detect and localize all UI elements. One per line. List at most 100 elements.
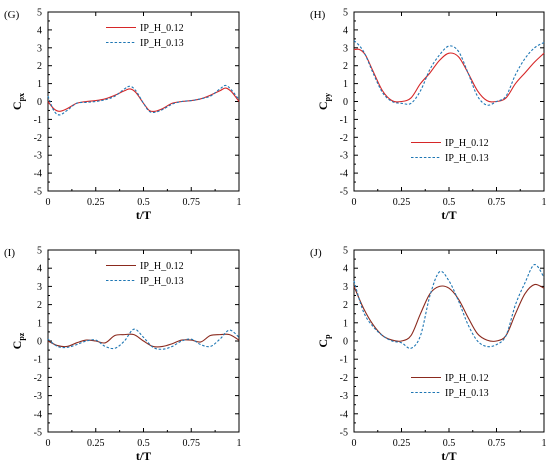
- y-tick-label: 0: [343, 337, 348, 348]
- y-axis-label-sub: px: [17, 93, 26, 101]
- y-axis-label-main: C: [10, 101, 24, 110]
- series-line-0: [47, 87, 240, 113]
- x-tick-label: 0: [46, 197, 51, 208]
- series-line-1: [353, 264, 545, 349]
- legend-label-0: IP_H_0.12: [445, 138, 489, 149]
- x-tick-label: 0.75: [488, 438, 506, 449]
- y-axis-label-main: C: [316, 339, 330, 348]
- y-axis-label-sub: pz: [17, 332, 26, 340]
- y-axis-label: Cpx: [10, 93, 26, 110]
- x-tick-label: 1: [542, 197, 547, 208]
- x-tick-label: 0.5: [443, 197, 456, 208]
- series-line-1: [47, 84, 240, 116]
- y-tick-label: -5: [340, 187, 348, 198]
- y-axis-label-main: C: [316, 101, 330, 110]
- x-tick-label: 0: [352, 438, 357, 449]
- plot-frame: [353, 11, 545, 192]
- y-tick-label: 5: [37, 8, 42, 19]
- y-tick-label: -5: [34, 187, 42, 198]
- y-tick-label: -4: [34, 169, 42, 180]
- y-tick-label: 4: [343, 264, 348, 275]
- y-tick-label: 0: [37, 337, 42, 348]
- y-tick-label: 3: [343, 43, 348, 54]
- y-tick-label: -2: [340, 373, 348, 384]
- chart-panel-1: (H) -5 -4 -3 -2 -1 0 1 2 3 4 5 0 0.25 0.5 0.75 1 t/T Cpy IP…: [310, 8, 547, 223]
- y-tick-label: -1: [340, 355, 348, 366]
- y-tick-label: 3: [343, 282, 348, 293]
- x-tick-label: 0.75: [183, 438, 201, 449]
- y-tick-label: -3: [340, 151, 348, 162]
- y-tick-label: 2: [37, 300, 42, 311]
- y-tick-label: 1: [343, 79, 348, 90]
- x-tick-label: 0.75: [488, 197, 506, 208]
- x-tick-label: 0.5: [137, 197, 150, 208]
- y-tick-label: -2: [340, 133, 348, 144]
- x-tick-label: 0.25: [393, 197, 411, 208]
- panel-label: (H): [310, 9, 326, 21]
- x-tick-label: 0.25: [87, 438, 105, 449]
- chart-panel-2: (I) -5 -4 -3 -2 -1 0 1 2 3 4 5 0 0.25 0.5 0.75 1 t/T Cpz IP…: [4, 246, 242, 464]
- y-tick-label: 5: [343, 8, 348, 19]
- y-tick-label: -5: [34, 428, 42, 439]
- y-tick-label: -2: [34, 373, 42, 384]
- series-line-0: [353, 283, 545, 342]
- y-tick-label: -3: [34, 391, 42, 402]
- y-tick-label: -5: [340, 428, 348, 439]
- chart-panel-3: (J) -5 -4 -3 -2 -1 0 1 2 3 4 5 0 0.25 0.5 0.75 1 t/T Cp IP_…: [310, 246, 547, 464]
- plot-frame: [353, 249, 545, 433]
- y-tick-label: -3: [340, 391, 348, 402]
- x-tick-label: 0.25: [87, 197, 105, 208]
- legend-label-0: IP_H_0.12: [140, 261, 184, 272]
- series-line-1: [47, 328, 240, 350]
- legend-label-1: IP_H_0.13: [140, 276, 184, 287]
- x-axis-label: t/T: [136, 208, 151, 222]
- x-tick-label: 1: [542, 438, 547, 449]
- y-axis-label-sub: p: [323, 334, 332, 339]
- y-tick-label: -4: [34, 409, 42, 420]
- y-tick-label: 5: [37, 246, 42, 257]
- y-tick-label: -4: [340, 169, 348, 180]
- x-axis-label: t/T: [441, 208, 456, 222]
- series-line-1: [353, 40, 545, 106]
- y-axis-label-sub: py: [323, 93, 332, 101]
- x-axis-label: t/T: [441, 449, 456, 463]
- x-tick-label: 0.75: [183, 197, 201, 208]
- y-tick-label: 1: [37, 318, 42, 329]
- y-tick-label: 5: [343, 246, 348, 257]
- y-tick-label: 3: [37, 282, 42, 293]
- x-tick-label: 0.25: [393, 438, 411, 449]
- x-tick-label: 0.5: [443, 438, 456, 449]
- series-line-0: [47, 333, 240, 348]
- x-axis-label: t/T: [136, 449, 151, 463]
- y-tick-label: 0: [37, 97, 42, 108]
- x-tick-label: 0.5: [137, 438, 150, 449]
- y-axis-label: Cp: [316, 334, 332, 348]
- legend-label-1: IP_H_0.13: [445, 388, 489, 399]
- y-tick-label: -2: [34, 133, 42, 144]
- legend-label-0: IP_H_0.12: [140, 23, 184, 34]
- y-tick-label: -4: [340, 409, 348, 420]
- y-tick-label: -3: [34, 151, 42, 162]
- panel-label: (J): [310, 247, 322, 259]
- y-tick-label: 2: [37, 61, 42, 72]
- panel-label: (G): [4, 9, 20, 21]
- y-axis-label: Cpy: [316, 93, 332, 110]
- y-tick-label: 3: [37, 43, 42, 54]
- panel-label: (I): [4, 247, 15, 259]
- y-tick-label: 2: [343, 61, 348, 72]
- y-tick-label: 0: [343, 97, 348, 108]
- y-axis-label-main: C: [10, 341, 24, 350]
- y-tick-label: 1: [343, 318, 348, 329]
- legend-label-0: IP_H_0.12: [445, 373, 489, 384]
- chart-panel-0: (G) -5 -4 -3 -2 -1 0 1 2 3 4 5 0 0.25 0.5 0.75 1 t/T Cpx IP…: [4, 8, 242, 223]
- y-axis-label: Cpz: [10, 332, 26, 349]
- x-tick-label: 1: [237, 197, 242, 208]
- y-tick-label: -1: [34, 355, 42, 366]
- y-tick-label: -1: [340, 115, 348, 126]
- y-tick-label: 4: [343, 25, 348, 36]
- legend-label-1: IP_H_0.13: [445, 153, 489, 164]
- x-tick-label: 0: [46, 438, 51, 449]
- x-tick-label: 0: [352, 197, 357, 208]
- y-tick-label: 2: [343, 300, 348, 311]
